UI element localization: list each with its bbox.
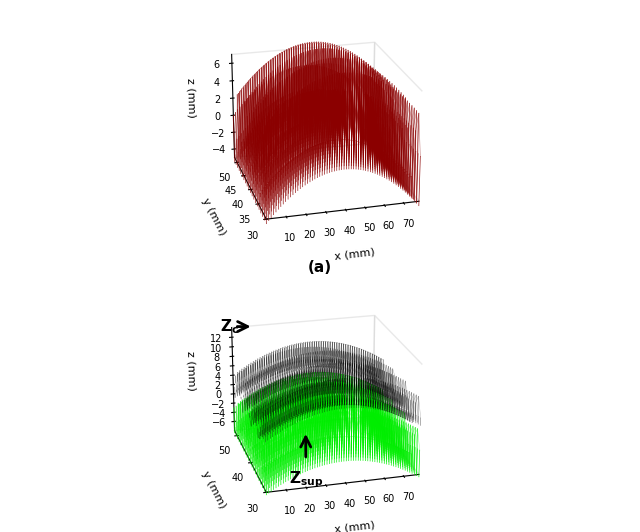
Y-axis label: y (mm): y (mm) [200,196,227,237]
X-axis label: x (mm): x (mm) [333,520,375,532]
Y-axis label: y (mm): y (mm) [200,469,227,510]
Text: $\mathbf{Z_{sup}}$: $\mathbf{Z_{sup}}$ [289,469,323,489]
X-axis label: x (mm): x (mm) [333,246,375,261]
Text: $\mathbf{Z_c}$: $\mathbf{Z_c}$ [220,317,239,336]
Text: (a): (a) [308,260,332,275]
